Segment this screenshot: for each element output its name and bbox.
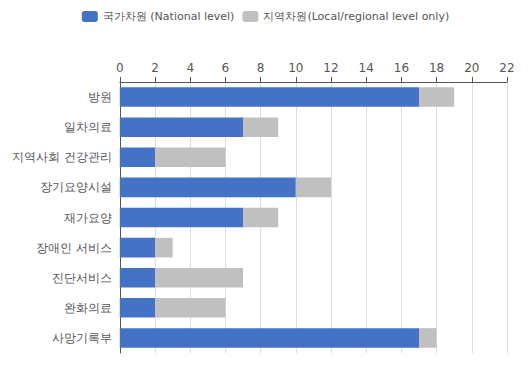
svg-text:2: 2 xyxy=(151,61,159,75)
svg-text:방원: 방원 xyxy=(88,90,112,104)
svg-text:16: 16 xyxy=(394,61,409,75)
svg-text:22: 22 xyxy=(499,61,514,75)
svg-text:14: 14 xyxy=(359,61,374,75)
svg-text:장기요양시설: 장기요양시설 xyxy=(40,180,112,194)
svg-text:재가요양: 재가요양 xyxy=(64,211,112,225)
svg-text:4: 4 xyxy=(186,61,194,75)
svg-text:지역차원(Local/regional level only: 지역차원(Local/regional level only) xyxy=(263,10,449,23)
svg-text:진단서비스: 진단서비스 xyxy=(52,271,112,285)
svg-text:장애인 서비스: 장애인 서비스 xyxy=(36,241,112,255)
svg-text:지역사회 건강관리: 지역사회 건강관리 xyxy=(12,150,112,164)
svg-text:사망기록부: 사망기록부 xyxy=(52,331,112,345)
svg-text:6: 6 xyxy=(222,61,230,75)
svg-text:20: 20 xyxy=(464,61,479,75)
svg-text:10: 10 xyxy=(288,61,303,75)
svg-text:18: 18 xyxy=(429,61,444,75)
svg-text:국가차원 (National level): 국가차원 (National level) xyxy=(103,10,235,23)
svg-text:일차의료: 일차의료 xyxy=(64,120,112,134)
svg-text:12: 12 xyxy=(323,61,338,75)
svg-text:8: 8 xyxy=(257,61,265,75)
svg-text:완화의료: 완화의료 xyxy=(64,301,112,315)
svg-text:0: 0 xyxy=(116,61,124,75)
